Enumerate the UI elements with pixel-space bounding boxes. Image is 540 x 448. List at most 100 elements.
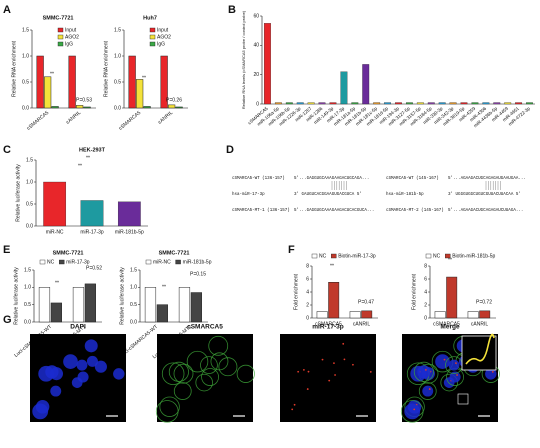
sequence: 5'...GAGGUGCAAAGAAGACUGCAGA... (294, 176, 369, 181)
annotation: ** (142, 75, 146, 81)
bar (526, 102, 533, 105)
legend-label: IgG (157, 41, 165, 47)
bar (434, 311, 446, 319)
bar (395, 102, 402, 105)
nucleus (45, 365, 59, 379)
cytoplasm-signal (186, 350, 209, 373)
panel-letter: A (3, 4, 11, 16)
annotation: P=0.72 (476, 299, 492, 305)
panel-letter: F (288, 244, 295, 256)
legend-label: Biotin-miR-181b-5p (452, 253, 495, 259)
image-label: cSMARCA5 (187, 324, 223, 331)
y-tick-label: 0.0 (24, 319, 31, 325)
legend-label: IgG (65, 41, 73, 47)
image-label: DAPI (70, 324, 86, 331)
cytoplasm-signal (236, 364, 255, 383)
mirna-signal (455, 362, 457, 365)
mirna-signal (291, 408, 294, 411)
y-tick-label: 8 (424, 263, 427, 269)
nucleus (94, 360, 107, 373)
zoom-box (457, 393, 469, 405)
mirna-signal (328, 379, 331, 382)
y-axis-label: Relative RNA enrichment (103, 40, 109, 96)
sequence-name: hsa-miR-17-3p (232, 192, 265, 197)
y-tick-label: 8 (306, 263, 309, 269)
bar (143, 106, 151, 109)
sequence: 5'...GAGGUGCAAAGAAGACUCACGUCA... (294, 208, 374, 213)
nucleus (422, 385, 434, 397)
panel-letter: B (228, 4, 236, 16)
cytoplasm-signal (161, 362, 185, 386)
inset-signal (465, 333, 495, 365)
mirna-signal (342, 342, 345, 345)
nucleus (435, 354, 450, 369)
y-tick-label: 0.5 (24, 302, 31, 308)
micrograph (157, 334, 253, 422)
bar (349, 311, 361, 319)
bar (373, 102, 381, 105)
legend-swatch (331, 253, 337, 259)
bar (362, 64, 370, 105)
annotation: ** (448, 257, 452, 263)
sequence: 3' GAUGUCACGGAAGUGACGUCA 5' (294, 192, 362, 197)
x-tick-label: cANRIL (471, 321, 488, 327)
nucleus (32, 403, 49, 420)
x-tick-label: cANRIL (353, 321, 370, 327)
nucleus (448, 359, 460, 371)
annotation: ** (55, 280, 59, 286)
mirna-signal (297, 370, 300, 373)
image-label: Merge (440, 324, 460, 331)
bar (136, 79, 144, 109)
x-tick-label: cSMARCA5 (433, 321, 460, 327)
bar (307, 102, 315, 105)
chart-title: HEK-293T (79, 147, 106, 153)
mirna-signal (443, 358, 446, 361)
mirna-signal (307, 370, 310, 373)
cytoplasm-signal (168, 361, 189, 382)
y-tick-label: 0.5 (26, 201, 33, 207)
x-tick-label: miR-17-3p (80, 229, 104, 235)
y-tick-label: 0.0 (114, 105, 121, 111)
y-tick-label: 1.5 (24, 267, 31, 273)
cytoplasm-signal (173, 363, 194, 384)
bar (168, 104, 176, 109)
y-tick-label: 0 (306, 315, 309, 321)
bar (427, 102, 435, 105)
panel-letter: G (3, 314, 12, 326)
legend-swatch (425, 253, 432, 259)
bar (84, 283, 96, 323)
sequence-name: hsa-miR-181b-5p (386, 192, 424, 197)
legend-swatch (149, 34, 156, 40)
bar (479, 310, 491, 319)
bar (384, 102, 392, 105)
legend-label: AGO2 (65, 34, 79, 40)
bar (83, 106, 91, 109)
chart-title: SMMC-7721 (43, 15, 74, 21)
cytoplasm-signal (155, 400, 179, 423)
bar (144, 287, 157, 323)
nucleus (485, 368, 497, 380)
bar (493, 102, 501, 105)
annotation: P=0.26 (166, 97, 182, 103)
sequence-name: cSMARCA5-MT-1 (136-157) (232, 208, 290, 213)
y-tick-label: 0.5 (130, 302, 137, 308)
legend-swatch (311, 253, 318, 259)
bar (117, 201, 141, 227)
x-tick-label: miR-181b-5p (115, 229, 144, 235)
nucleus (417, 365, 431, 379)
y-tick-label: 1.0 (114, 53, 121, 59)
mirna-signal (321, 358, 324, 361)
bar (50, 302, 62, 323)
cytoplasm-signal (201, 368, 220, 386)
nucleus (404, 403, 421, 420)
bar (36, 55, 44, 109)
y-tick-label: 0.0 (22, 105, 29, 111)
bar (285, 102, 293, 105)
legend-swatch (445, 253, 451, 259)
mirna-signal (428, 388, 431, 390)
mirna-signal (306, 388, 309, 390)
bar (515, 102, 523, 105)
legend-swatch (57, 41, 64, 47)
y-tick-label: 0.0 (130, 319, 137, 325)
mirna-signal (352, 363, 354, 366)
